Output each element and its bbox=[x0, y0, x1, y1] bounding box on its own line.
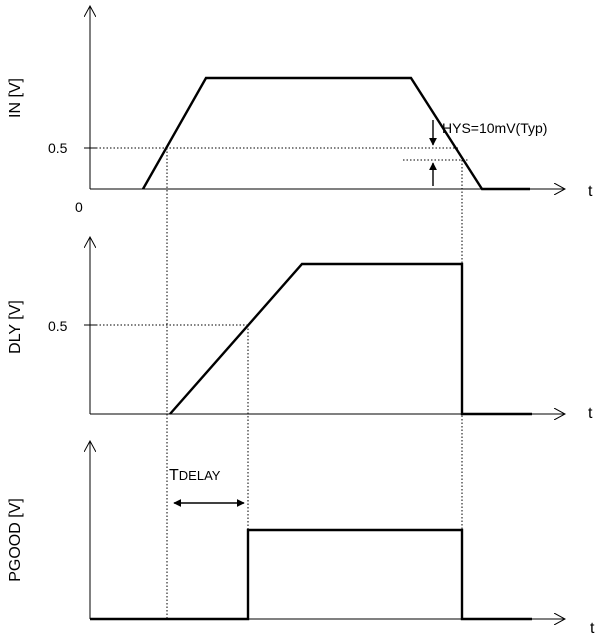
in-waveform bbox=[141, 76, 530, 191]
vertical-guides bbox=[166, 148, 463, 619]
pgood-panel: PGOOD [V] t TDELAY bbox=[7, 441, 595, 633]
dly-tick-label: 0.5 bbox=[48, 318, 68, 334]
pgood-y-label: PGOOD [V] bbox=[7, 498, 24, 582]
in-tick-label: 0.5 bbox=[48, 140, 68, 156]
in-panel: IN [V] 0.5 0 t HYS=10mV(Typ) bbox=[7, 6, 593, 215]
tdelay-label-main: T bbox=[169, 467, 179, 484]
in-origin-label: 0 bbox=[75, 199, 83, 215]
hysteresis-label: HYS=10mV(Typ) bbox=[442, 120, 547, 136]
dly-y-label: DLY [V] bbox=[7, 300, 24, 354]
in-x-label: t bbox=[588, 183, 593, 200]
tdelay-label: TDELAY bbox=[169, 467, 221, 484]
dly-waveform bbox=[169, 262, 532, 416]
pgood-waveform bbox=[90, 528, 532, 621]
tdelay-label-sub: DELAY bbox=[179, 468, 221, 483]
dly-panel: DLY [V] 0.5 t bbox=[7, 237, 593, 422]
pgood-x-label: t bbox=[590, 620, 595, 633]
dly-x-label: t bbox=[588, 405, 593, 422]
in-y-label: IN [V] bbox=[7, 78, 24, 118]
